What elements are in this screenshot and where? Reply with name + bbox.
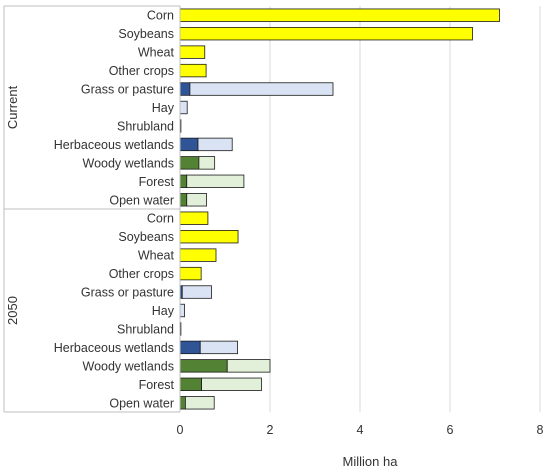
bar-current-grass-or-pasture-seg0 <box>179 82 191 96</box>
category-label-current-herbaceous-wetlands: Herbaceous wetlands <box>54 138 174 152</box>
bar-2050-corn-seg0 <box>179 211 209 225</box>
bar-current-hay-seg0 <box>179 100 188 115</box>
category-label-current-hay: Hay <box>152 101 175 115</box>
bar-2050-woody-wetlands-seg0 <box>179 359 228 373</box>
group-label-2050: 2050 <box>5 296 20 325</box>
bar-2050-other-crops-seg0 <box>179 266 202 281</box>
category-label-2050-hay: Hay <box>152 304 175 318</box>
bar-current-woody-wetlands-seg1 <box>198 156 216 170</box>
category-label-2050-corn: Corn <box>147 212 174 226</box>
bar-current-herbaceous-wetlands-seg0 <box>179 137 199 152</box>
bar-2050-herbaceous-wetlands-seg1 <box>199 340 238 355</box>
bar-2050-grass-or-pasture-seg1 <box>181 285 212 299</box>
category-label-2050-shrubland: Shrubland <box>117 322 174 336</box>
axes <box>3 5 181 413</box>
category-label-2050-grass-or-pasture: Grass or pasture <box>81 286 174 300</box>
category-label-2050-forest: Forest <box>139 378 175 392</box>
category-label-current-forest: Forest <box>139 175 175 189</box>
x-tick-label-0: 0 <box>177 423 184 437</box>
bar-current-open-water-seg1 <box>186 193 207 207</box>
bar-2050-herbaceous-wetlands-seg0 <box>179 340 201 355</box>
labels: Corn Soybeans Wheat Other crops Grass or pas… <box>5 9 544 437</box>
category-label-2050-herbaceous-wetlands: Herbaceous wetlands <box>54 341 174 355</box>
x-tick-label-4: 4 <box>357 423 364 437</box>
bar-current-forest-seg1 <box>186 174 245 188</box>
x-tick-label-2: 2 <box>267 423 274 437</box>
bar-current-wheat-seg0 <box>179 45 206 59</box>
bar-2050-wheat-seg0 <box>179 248 217 262</box>
category-label-2050-soybeans: Soybeans <box>118 230 174 244</box>
category-label-2050-wheat: Wheat <box>138 249 175 263</box>
bar-2050-soybeans-seg0 <box>179 230 239 244</box>
bar-2050-open-water-seg0 <box>179 396 186 410</box>
bar-current-herbaceous-wetlands-seg1 <box>197 137 233 152</box>
bar-current-open-water-seg0 <box>179 193 188 207</box>
bar-2050-forest-seg0 <box>179 377 203 391</box>
gridlines <box>269 6 541 412</box>
category-label-current-other-crops: Other crops <box>109 64 174 78</box>
bar-current-corn-seg0 <box>179 8 500 22</box>
bar-current-other-crops-seg0 <box>179 63 207 78</box>
group-label-current: Current <box>5 85 20 129</box>
bar-current-forest-seg0 <box>179 174 188 188</box>
category-label-current-soybeans: Soybeans <box>118 27 174 41</box>
bars <box>179 8 500 410</box>
bar-2050-hay-seg0 <box>179 303 185 318</box>
category-label-current-open-water: Open water <box>109 193 174 207</box>
category-label-2050-open-water: Open water <box>109 396 174 410</box>
bar-current-grass-or-pasture-seg1 <box>189 82 334 96</box>
category-label-2050-woody-wetlands: Woody wetlands <box>83 359 175 373</box>
bar-2050-forest-seg1 <box>201 377 262 391</box>
category-label-2050-other-crops: Other crops <box>109 267 174 281</box>
x-tick-label-6: 6 <box>447 423 454 437</box>
bar-2050-open-water-seg1 <box>184 396 215 410</box>
category-label-current-grass-or-pasture: Grass or pasture <box>81 83 174 97</box>
bar-2050-woody-wetlands-seg1 <box>226 359 271 373</box>
x-axis-title: Million ha <box>343 454 399 469</box>
category-label-current-woody-wetlands: Woody wetlands <box>83 156 175 170</box>
bar-current-soybeans-seg0 <box>179 27 473 41</box>
category-label-current-shrubland: Shrubland <box>117 119 174 133</box>
x-tick-label-8: 8 <box>537 423 544 437</box>
category-label-current-wheat: Wheat <box>138 46 175 60</box>
category-label-current-corn: Corn <box>147 9 174 23</box>
bar-current-woody-wetlands-seg0 <box>179 156 200 170</box>
